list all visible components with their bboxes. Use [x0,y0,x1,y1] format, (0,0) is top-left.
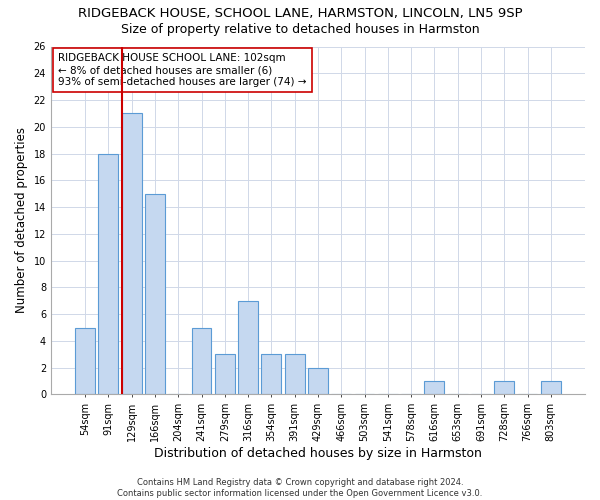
Text: Contains HM Land Registry data © Crown copyright and database right 2024.
Contai: Contains HM Land Registry data © Crown c… [118,478,482,498]
Bar [494,381,514,394]
Bar [75,328,95,394]
Text: RIDGEBACK HOUSE, SCHOOL LANE, HARMSTON, LINCOLN, LN5 9SP: RIDGEBACK HOUSE, SCHOOL LANE, HARMSTON, … [77,8,523,20]
X-axis label: Distribution of detached houses by size in Harmston: Distribution of detached houses by size … [154,447,482,460]
Bar [308,368,328,394]
Bar [541,381,561,394]
Y-axis label: Number of detached properties: Number of detached properties [15,128,28,314]
Bar [262,354,281,395]
Bar [145,194,165,394]
Bar [122,114,142,394]
Bar [98,154,118,394]
Text: Size of property relative to detached houses in Harmston: Size of property relative to detached ho… [121,22,479,36]
Bar [215,354,235,395]
Text: RIDGEBACK HOUSE SCHOOL LANE: 102sqm
← 8% of detached houses are smaller (6)
93% : RIDGEBACK HOUSE SCHOOL LANE: 102sqm ← 8%… [58,54,307,86]
Bar [424,381,444,394]
Bar [285,354,305,395]
Bar [238,301,258,394]
Bar [191,328,211,394]
